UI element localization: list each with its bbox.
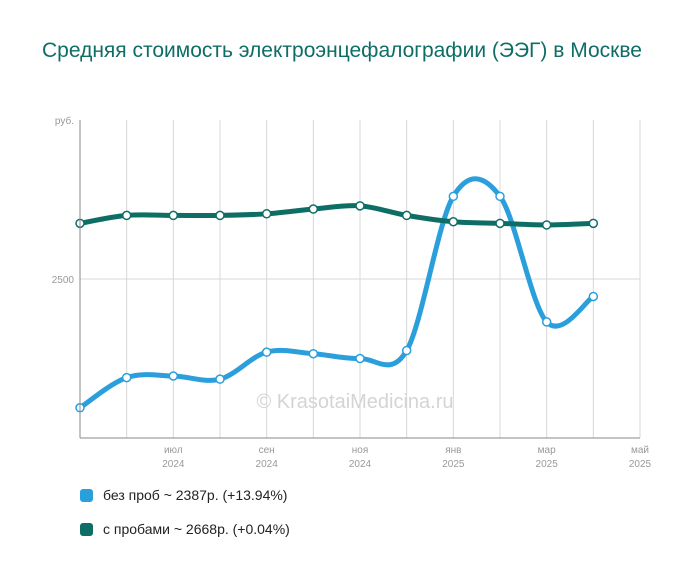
x-tick-label-year: 2025 [629, 459, 652, 470]
x-tick-label-month: мар [538, 445, 556, 456]
chart-title: Средняя стоимость электроэнцефалографии … [42, 39, 642, 62]
data-point-series-2 [308, 204, 319, 214]
data-point-series-1 [215, 374, 225, 384]
x-tick-label-month: ноя [352, 445, 369, 456]
data-point-series-1 [261, 347, 272, 357]
chart: © KrasotaiMedicina.ru руб. 2500 июл 2024 сен… [52, 115, 652, 470]
series-layer [75, 176, 599, 413]
x-tick-label-year: 2024 [162, 459, 185, 470]
series-line-2 [77, 203, 596, 228]
data-point-series-1 [448, 191, 459, 202]
data-point-series-2 [121, 210, 132, 221]
x-tick-label-month: июл [164, 445, 183, 456]
data-point-series-2 [541, 220, 552, 230]
data-point-series-1 [308, 348, 319, 359]
x-tick-label-year: 2024 [256, 459, 279, 470]
data-point-series-1 [121, 372, 132, 383]
data-point-series-2 [588, 218, 599, 229]
x-tick-label-year: 2024 [349, 459, 372, 470]
data-point-series-1 [355, 353, 365, 364]
x-tick-label-year: 2025 [536, 459, 559, 470]
y-tick-label: 2500 [52, 275, 75, 286]
data-point-series-1 [541, 317, 552, 327]
data-point-series-2 [355, 201, 365, 211]
legend-item-series-1[interactable]: без проб ~ 2387р. (+13.94%) [80, 486, 290, 504]
watermark: © KrasotaiMedicina.ru [256, 391, 453, 413]
x-tick-label-month: янв [445, 445, 461, 456]
x-tick-label-month: май [631, 445, 649, 456]
legend-item-series-2[interactable]: с пробами ~ 2668р. (+0.04%) [80, 520, 290, 538]
legend-label-series-1: без проб ~ 2387р. (+13.94%) [103, 487, 288, 503]
data-point-series-2 [448, 217, 459, 227]
y-unit-label: руб. [55, 115, 74, 127]
data-point-series-2 [495, 218, 505, 229]
legend-swatch-series-2 [80, 522, 93, 536]
grid [79, 120, 641, 438]
x-tick-label-year: 2025 [442, 459, 465, 470]
data-point-series-2 [215, 210, 225, 221]
data-point-series-1 [588, 291, 599, 302]
data-point-series-1 [168, 371, 179, 381]
data-point-series-2 [401, 210, 412, 221]
legend-label-series-2: с пробами ~ 2668р. (+0.04%) [103, 521, 290, 537]
x-tick-label-month: сен [259, 445, 275, 456]
legend-swatch-series-1 [80, 488, 93, 502]
axis-layer: руб. 2500 июл 2024 сен 2024 ноя 2024 янв 2025 мар 2… [52, 115, 652, 470]
data-point-series-1 [495, 191, 505, 202]
legend: без проб ~ 2387р. (+13.94%) с пробами ~ … [80, 486, 290, 554]
data-point-series-2 [261, 209, 272, 219]
data-point-series-1 [401, 345, 412, 356]
data-point-series-2 [168, 210, 179, 221]
